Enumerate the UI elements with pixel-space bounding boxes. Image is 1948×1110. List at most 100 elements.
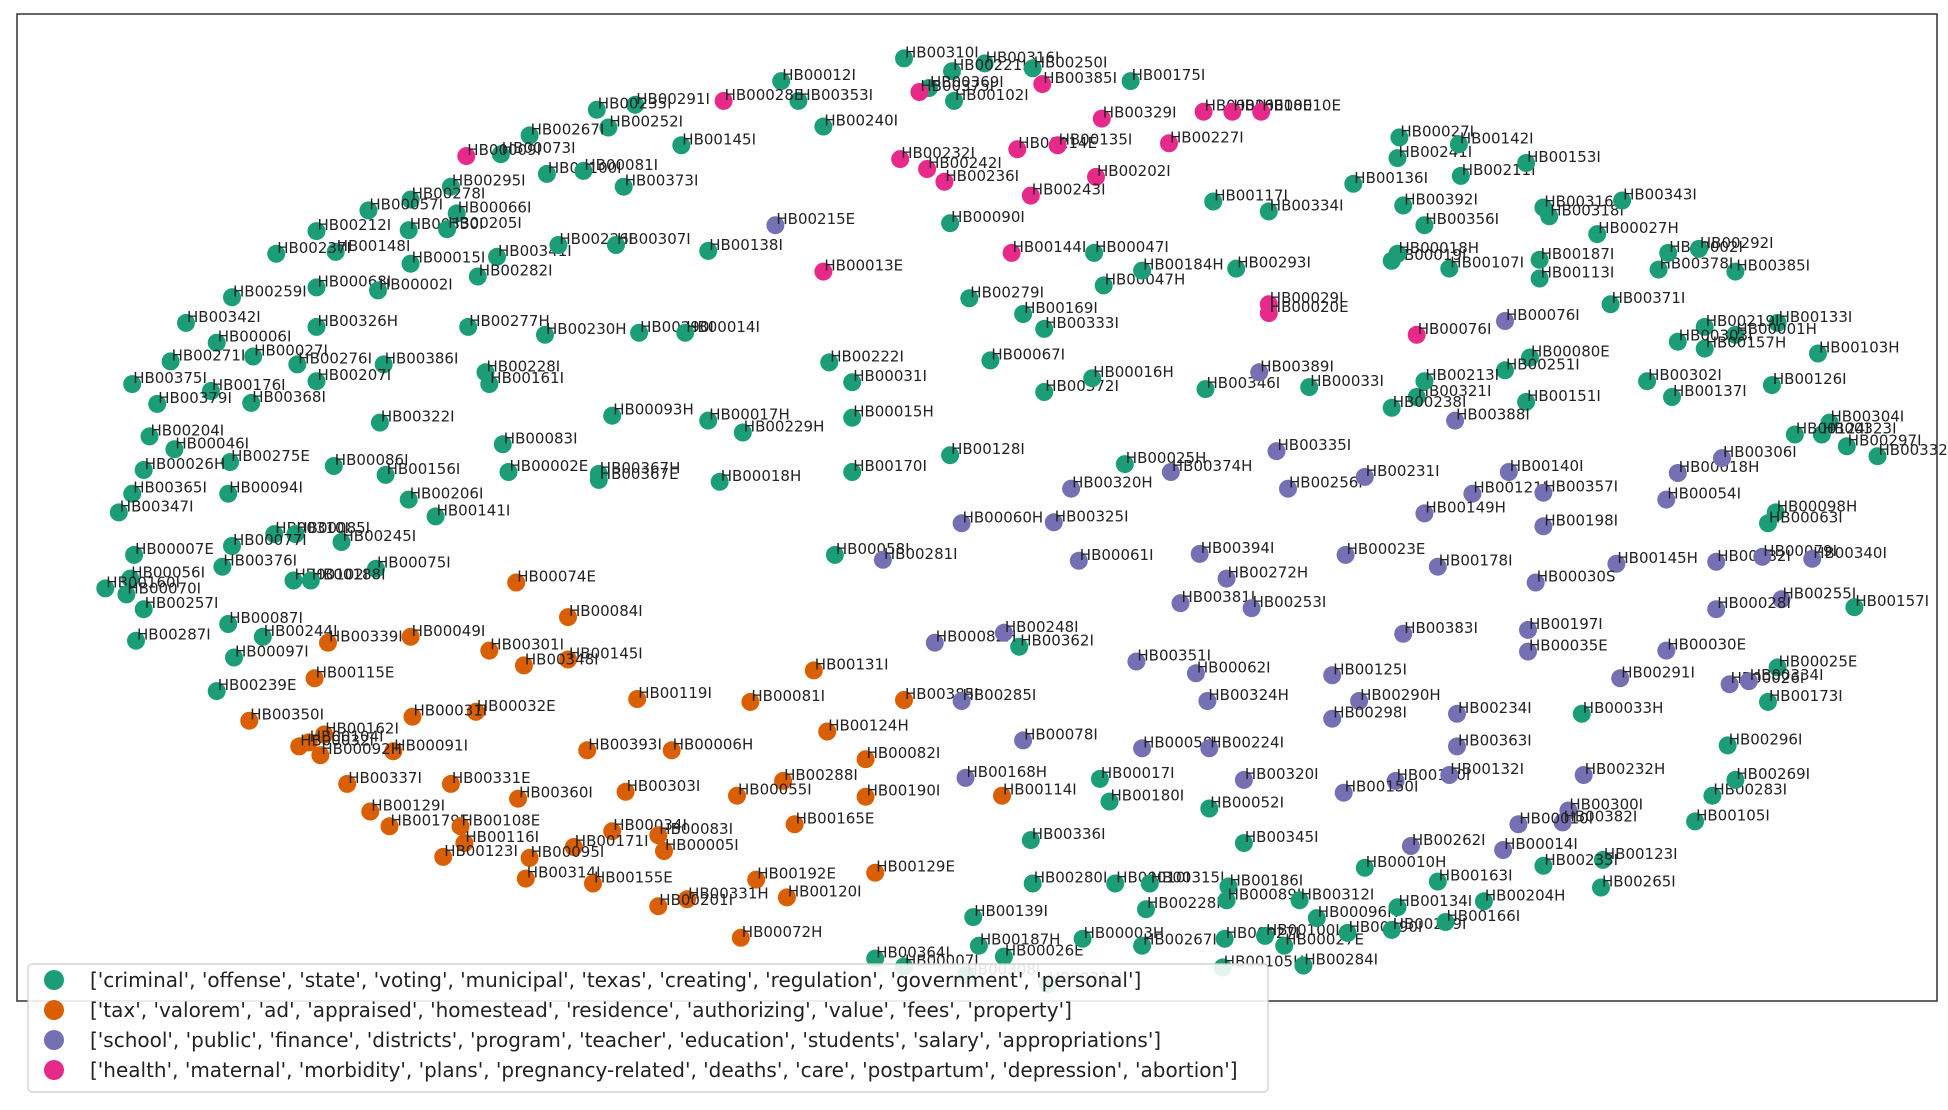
point-label: HB00012I — [782, 66, 856, 84]
point-label: HB00129I — [371, 797, 445, 815]
point-label: HB00310I — [905, 43, 979, 61]
data-point — [1720, 675, 1739, 694]
data-point — [267, 244, 286, 263]
data-point — [1499, 463, 1518, 481]
data-point — [1259, 202, 1278, 221]
data-point — [265, 525, 284, 544]
point-label: HB00262I — [1412, 831, 1486, 849]
point-label: HB00107I — [1450, 254, 1524, 272]
data-point — [1607, 554, 1626, 573]
data-point — [1592, 878, 1610, 897]
point-label: HB00108E — [462, 811, 541, 829]
point-label: HB00097I — [235, 643, 309, 661]
data-point — [455, 834, 474, 853]
data-point — [1234, 770, 1253, 789]
point-label: HB00171I — [575, 832, 649, 850]
data-point — [134, 600, 153, 619]
point-label: HB00096H — [1318, 903, 1399, 921]
point-label: HB00283I — [1713, 781, 1787, 799]
point-label: HB00054I — [1667, 485, 1741, 503]
data-point — [599, 118, 618, 137]
data-point — [777, 888, 796, 907]
data-point — [1382, 920, 1401, 939]
data-point — [1290, 891, 1309, 910]
data-point — [747, 870, 766, 889]
point-label: HB00027I — [254, 342, 328, 360]
point-label: HB00248I — [1005, 618, 1079, 636]
data-point — [941, 214, 960, 233]
point-label: HB00006H — [673, 735, 754, 753]
point-label: HB00126I — [1773, 370, 1847, 388]
point-label: HB00014I — [686, 318, 760, 336]
data-point — [1073, 929, 1092, 948]
point-label: HB00302I — [1648, 366, 1722, 384]
data-point — [401, 190, 420, 209]
point-label: HB00153I — [1527, 148, 1601, 166]
data-point — [662, 741, 681, 760]
data-point — [804, 661, 823, 680]
data-point — [447, 204, 466, 223]
data-point — [1062, 479, 1081, 498]
point-label: HB00307I — [617, 230, 691, 248]
point-label: HB00155E — [594, 869, 673, 887]
data-point — [1194, 102, 1213, 121]
data-point — [956, 768, 975, 787]
point-label: HB00083I — [504, 429, 578, 447]
point-label: HB00243I — [1032, 181, 1106, 199]
data-point — [1217, 569, 1236, 588]
data-point — [607, 236, 625, 254]
point-label: HB00291I — [1621, 663, 1695, 681]
point-label: HB00049I — [412, 622, 486, 640]
point-label: HB00081I — [584, 156, 658, 174]
point-label: HB00206I — [410, 485, 484, 503]
point-label: HB00278I — [412, 185, 486, 203]
point-label: HB00233I — [1544, 851, 1618, 869]
data-point — [1083, 369, 1102, 388]
data-point — [499, 463, 518, 481]
data-point — [466, 702, 485, 721]
data-point — [945, 91, 963, 110]
data-point — [1446, 411, 1465, 430]
data-point — [843, 463, 862, 481]
point-label: HB00381I — [1182, 588, 1256, 606]
data-point — [1509, 815, 1528, 834]
data-point — [1785, 425, 1804, 444]
data-point — [1574, 766, 1593, 784]
point-label: HB00157H — [1706, 334, 1787, 352]
point-label: HB00016H — [1093, 363, 1174, 381]
data-point — [516, 869, 535, 888]
data-point — [165, 440, 184, 459]
data-point — [1474, 892, 1493, 911]
point-label: HB00056I — [131, 564, 205, 582]
point-label: HB00163I — [1439, 867, 1513, 885]
data-point — [818, 722, 837, 741]
point-label: HB00123I — [444, 842, 518, 860]
point-label: HB00139I — [974, 902, 1048, 920]
point-label: HB00235I — [598, 95, 672, 113]
point-label: HB00316I — [986, 48, 1060, 66]
data-point — [1726, 325, 1745, 344]
point-label: HB00385I — [1736, 257, 1810, 275]
point-label: HB00188I — [312, 566, 386, 584]
point-label: HB00240I — [824, 112, 898, 130]
data-point — [315, 725, 334, 744]
data-point — [785, 815, 804, 834]
point-label: HB00255I — [1783, 584, 1857, 602]
point-label: HB00080E — [1531, 343, 1610, 361]
data-point — [1726, 770, 1745, 789]
point-label: HB00144I — [1013, 238, 1087, 256]
point-label: HB00204I — [151, 421, 225, 439]
point-label: HB00176I — [212, 376, 286, 394]
data-point — [981, 351, 1000, 370]
data-point — [459, 317, 478, 336]
data-point — [1845, 598, 1864, 617]
data-point — [626, 95, 645, 114]
data-point — [1572, 704, 1591, 723]
point-label: HB00356I — [1425, 210, 1499, 228]
point-label: HB00257I — [145, 594, 219, 612]
data-point — [1401, 837, 1420, 855]
point-label: HB00282I — [479, 262, 553, 280]
data-point — [649, 897, 668, 916]
point-label: HB00047I — [1095, 238, 1169, 256]
data-point — [123, 375, 142, 394]
